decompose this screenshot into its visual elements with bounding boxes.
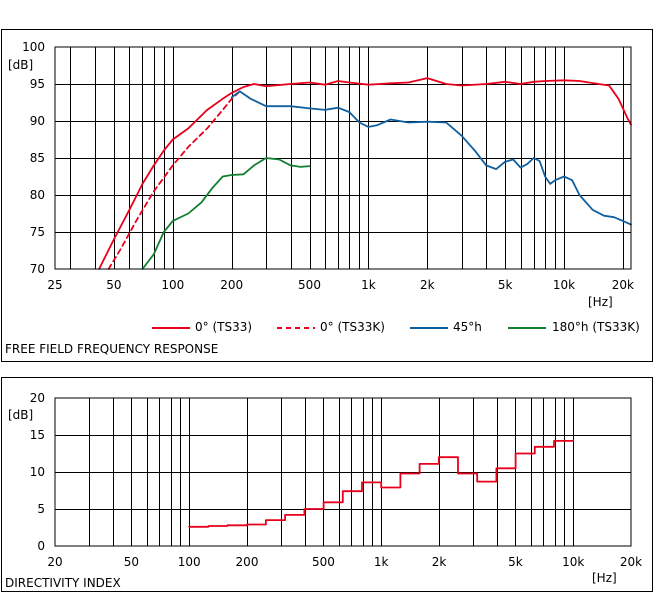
x-tick-label: 5k: [498, 278, 513, 292]
x-tick-label: 1k: [361, 278, 376, 292]
x-tick-label: 20k: [620, 555, 642, 569]
x-tick-label: 100: [178, 555, 201, 569]
bottom-chart-title: DIRECTIVITY INDEX: [5, 576, 121, 590]
x-tick-label: 50: [124, 555, 139, 569]
bottom-series-layer: [188, 440, 575, 528]
y-tick-label: 100: [22, 40, 45, 54]
x-tick-label: 500: [312, 555, 335, 569]
bottom-plot-border: [54, 397, 632, 547]
x-tick-label: 1k: [374, 555, 389, 569]
x-tick-label: 200: [236, 555, 259, 569]
y-tick-label: 85: [30, 151, 45, 165]
x-tick-label: 25: [47, 278, 62, 292]
legend-label: 0° (TS33): [195, 320, 252, 334]
top-plot-border: [54, 46, 632, 270]
bottom-grid: [55, 398, 631, 546]
series-line-0-0: [98, 77, 632, 270]
top-y-tick-labels: 70 75 80 85 90 95 100: [22, 40, 45, 276]
bottom-y-axis-label: [dB]: [8, 408, 33, 422]
legend-label: 45°h: [453, 320, 482, 334]
top-chart-title: FREE FIELD FREQUENCY RESPONSE: [5, 342, 218, 356]
y-tick-label: 15: [30, 428, 45, 442]
x-tick-label: 20k: [612, 278, 634, 292]
y-tick-label: 75: [30, 225, 45, 239]
series-line-1-0: [188, 440, 575, 528]
legend-label: 0° (TS33K): [320, 320, 385, 334]
x-tick-label: 50: [106, 278, 121, 292]
x-tick-label: 2k: [432, 555, 447, 569]
y-tick-label: 5: [37, 502, 45, 516]
y-tick-label: 0: [37, 539, 45, 553]
x-tick-label: 500: [298, 278, 321, 292]
bottom-x-tick-labels: 20 50 100 200 500 1k 2k 5k 10k 20k: [47, 555, 642, 569]
x-tick-label: 10k: [562, 555, 584, 569]
series-line-0-2: [230, 90, 632, 226]
x-tick-label: 20: [47, 555, 62, 569]
series-line-0-1: [107, 90, 241, 270]
legend-label: 180°h (TS33K): [552, 320, 640, 334]
y-tick-label: 70: [30, 262, 45, 276]
bottom-x-axis-label: [Hz]: [592, 571, 617, 585]
y-tick-label: 95: [30, 77, 45, 91]
top-grid: [55, 47, 631, 269]
top-series-layer: [98, 77, 632, 270]
top-y-axis-label: [dB]: [8, 58, 33, 72]
top-plot: 70 75 80 85 90 95 100 25 50 100 200 500 1k 2k 5k 10k 20…: [5, 40, 640, 356]
bottom-y-tick-labels: 0 5 10 15 20: [30, 391, 45, 553]
y-tick-label: 10: [30, 465, 45, 479]
legend: 0° (TS33) 0° (TS33K) 45°h 180°h (TS33K): [152, 320, 640, 334]
y-tick-label: 20: [30, 391, 45, 405]
x-tick-label: 10k: [553, 278, 575, 292]
x-tick-label: 200: [220, 278, 243, 292]
x-tick-label: 2k: [420, 278, 435, 292]
top-x-axis-label: [Hz]: [588, 295, 613, 309]
y-tick-label: 80: [30, 188, 45, 202]
series-line-0-3: [141, 157, 311, 270]
top-x-tick-labels: 25 50 100 200 500 1k 2k 5k 10k 20k: [47, 278, 634, 292]
x-tick-label: 100: [161, 278, 184, 292]
x-tick-label: 5k: [508, 555, 523, 569]
y-tick-label: 90: [30, 114, 45, 128]
